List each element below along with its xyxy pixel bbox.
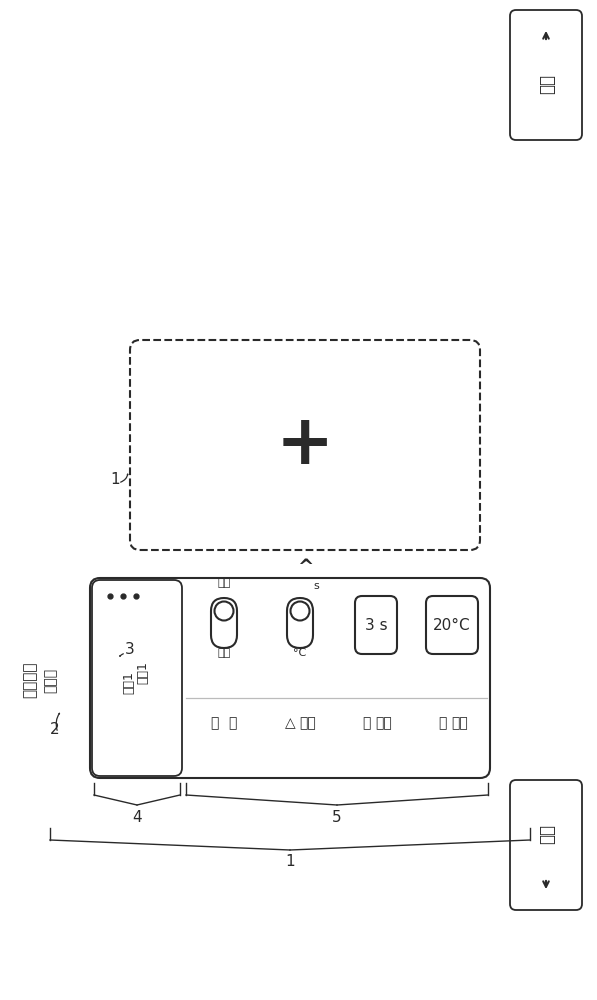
FancyBboxPatch shape — [355, 596, 397, 654]
Text: 装置: 装置 — [217, 578, 230, 588]
Circle shape — [214, 601, 233, 620]
Text: +: + — [276, 412, 334, 479]
Text: 🌡: 🌡 — [438, 716, 446, 730]
Text: ⏻: ⏻ — [210, 716, 218, 730]
Text: 5: 5 — [332, 810, 342, 824]
Text: 20°C: 20°C — [433, 617, 471, 633]
FancyBboxPatch shape — [211, 598, 237, 648]
FancyArrowPatch shape — [121, 474, 128, 482]
Text: ^: ^ — [297, 558, 313, 578]
FancyBboxPatch shape — [287, 598, 313, 648]
Text: 4: 4 — [132, 810, 142, 824]
FancyBboxPatch shape — [130, 340, 480, 550]
Text: 米断: 米断 — [217, 648, 230, 658]
Text: 1: 1 — [110, 473, 120, 488]
Text: ⏱: ⏱ — [362, 716, 370, 730]
Text: △: △ — [285, 716, 296, 730]
FancyBboxPatch shape — [90, 578, 490, 778]
FancyArrowPatch shape — [120, 654, 124, 656]
Text: s: s — [313, 581, 319, 591]
Text: 2: 2 — [50, 722, 60, 738]
Text: 3: 3 — [125, 643, 135, 658]
Text: 温度: 温度 — [451, 716, 469, 730]
Text: 副标题: 副标题 — [43, 667, 57, 693]
Text: °C: °C — [293, 648, 307, 658]
Text: 标题1: 标题1 — [122, 672, 136, 694]
FancyArrowPatch shape — [56, 713, 60, 730]
Circle shape — [291, 601, 309, 620]
Text: 返回: 返回 — [537, 825, 555, 845]
FancyBboxPatch shape — [510, 780, 582, 910]
Text: 停止: 停止 — [300, 716, 316, 730]
Text: 期间: 期间 — [376, 716, 392, 730]
Text: 水: 水 — [228, 716, 236, 730]
FancyBboxPatch shape — [426, 596, 478, 654]
Text: 步骤1: 步骤1 — [137, 662, 149, 684]
FancyBboxPatch shape — [510, 10, 582, 140]
Text: 场景标题: 场景标题 — [23, 662, 38, 698]
Text: 3 s: 3 s — [365, 617, 387, 633]
FancyBboxPatch shape — [92, 580, 182, 776]
Text: 1: 1 — [285, 854, 295, 869]
Text: 保存: 保存 — [537, 75, 555, 95]
